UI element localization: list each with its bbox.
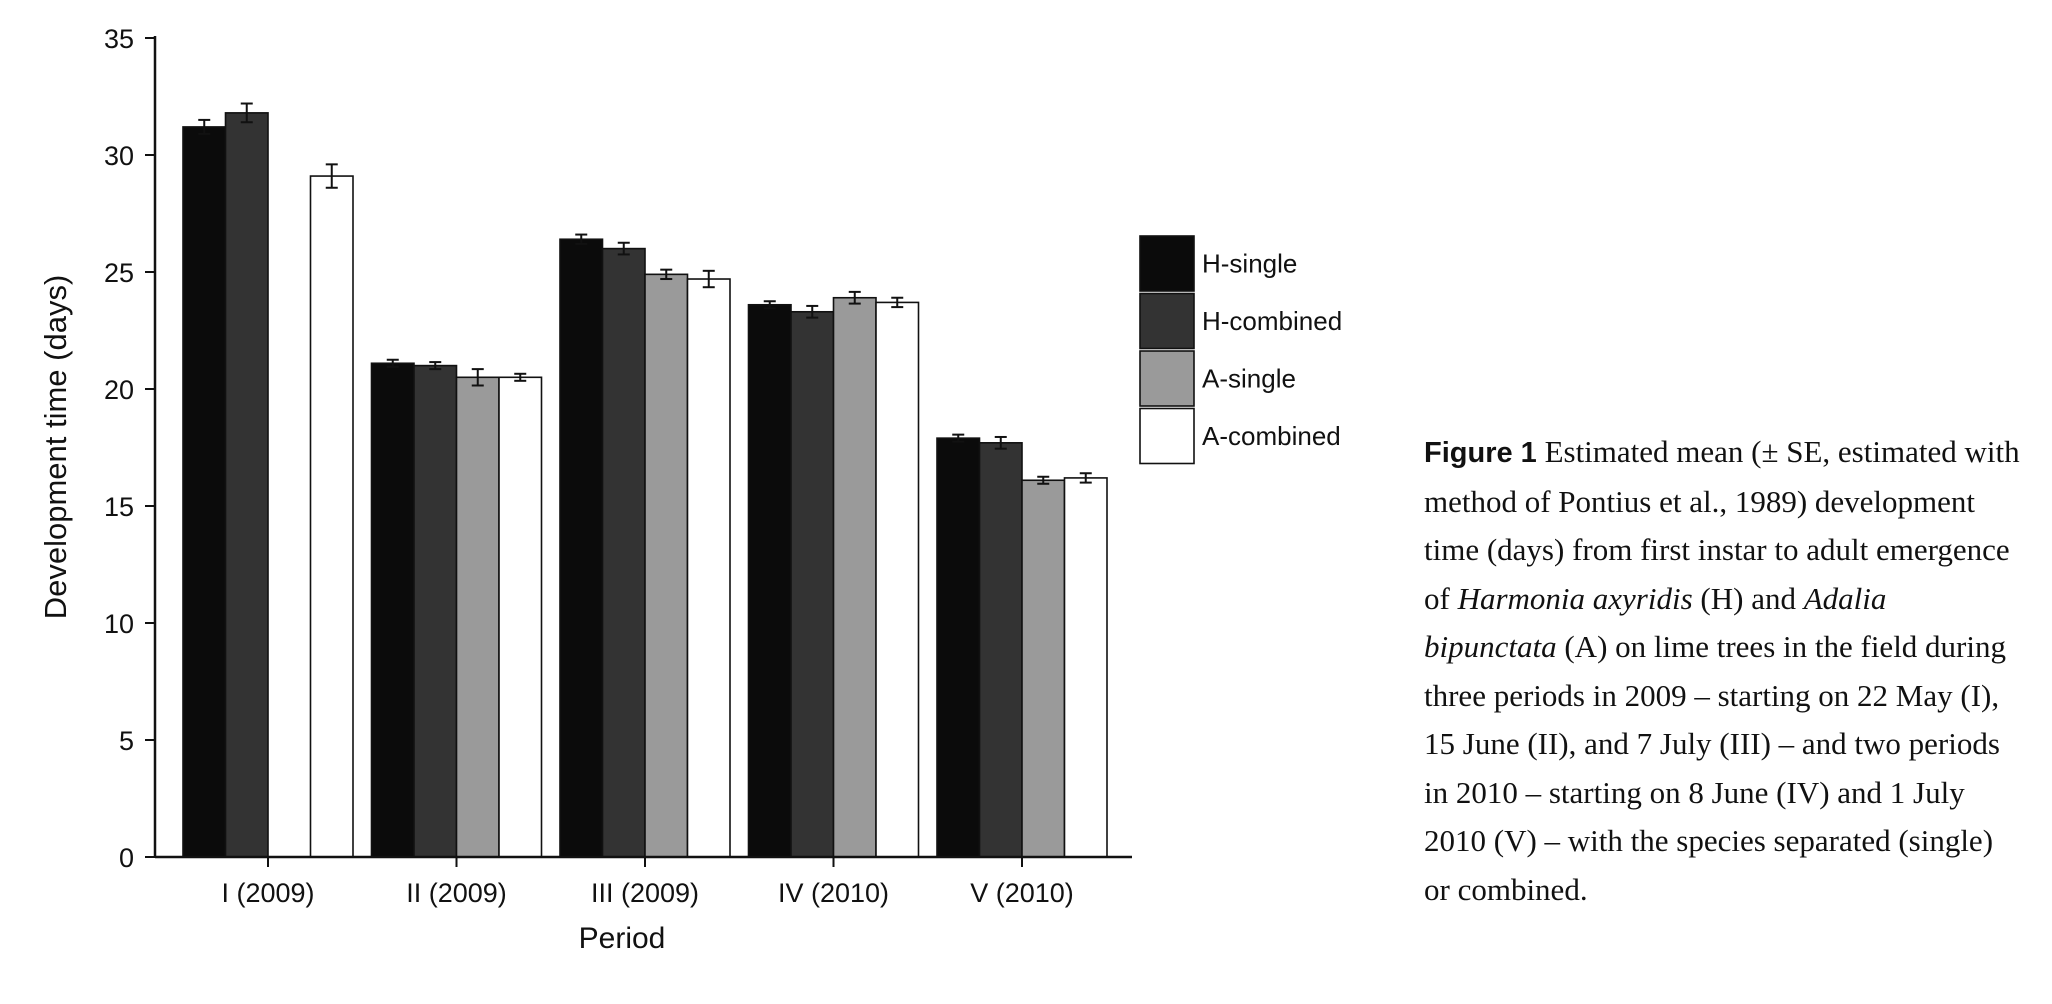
bar-a-combined-2 — [498, 376, 543, 858]
figure-label: Figure 1 — [1424, 437, 1537, 469]
caption-species-h: Harmonia axyridis — [1457, 580, 1693, 616]
y-tick-label: 35 — [104, 24, 134, 54]
bar-a-single-3 — [644, 273, 689, 858]
y-tick-label: 30 — [104, 141, 134, 171]
y-tick-label: 20 — [104, 375, 134, 405]
bar-a-combined-4 — [875, 301, 920, 858]
x-tick-label: IV (2010) — [778, 878, 889, 908]
bar-h-combined-1 — [224, 112, 269, 858]
bar-h-combined-4 — [790, 310, 835, 858]
bar-a-single-4 — [832, 296, 877, 858]
caption-species-a: Adalia bipunctata — [1424, 580, 1887, 665]
legend-label-a-single: A-single — [1202, 364, 1296, 394]
bar-a-combined-3 — [686, 278, 731, 858]
bar-h-single-1 — [182, 126, 227, 858]
y-tick-label: 10 — [104, 609, 134, 639]
y-tick-label: 25 — [104, 258, 134, 288]
legend-swatch-h-combined — [1139, 292, 1195, 350]
bar-h-single-4 — [747, 303, 792, 858]
x-tick-label: I (2009) — [221, 878, 314, 908]
bar-h-single-5 — [936, 437, 981, 858]
legend-swatch-a-single — [1139, 350, 1195, 407]
y-tick-label: 5 — [119, 726, 134, 756]
caption-text-2: (H) and — [1692, 580, 1804, 616]
figure-caption: Figure 1 Estimated mean (± SE, estimated… — [1424, 428, 2024, 914]
bar-a-combined-5 — [1063, 477, 1108, 858]
bar-h-combined-3 — [601, 247, 646, 858]
caption-text-1: Estimated mean (± SE, estimated with met… — [1424, 434, 2020, 616]
bar-a-single-5 — [1021, 479, 1066, 858]
plot-area: I (2009) II (2009) III (2009) IV (2010) V (2… — [104, 24, 1132, 908]
bar-a-single-2 — [455, 376, 500, 858]
legend-label-h-combined: H-combined — [1202, 306, 1342, 336]
legend-swatch-h-single — [1139, 235, 1195, 292]
x-tick-label: III (2009) — [591, 878, 699, 908]
y-tick-label: 0 — [119, 843, 134, 873]
legend-label-a-combined: A-combined — [1202, 421, 1341, 451]
bar-h-combined-2 — [413, 364, 458, 858]
bar-h-single-2 — [370, 362, 415, 858]
caption-text-3: (A) on lime trees in the field during th… — [1424, 629, 2006, 907]
bar-h-combined-5 — [978, 442, 1023, 858]
bar-h-single-3 — [559, 238, 604, 858]
legend-label-h-single: H-single — [1202, 249, 1297, 279]
bar-a-combined-1 — [309, 175, 354, 858]
y-tick-label: 15 — [104, 492, 134, 522]
y-axis-title: Development time (days) — [38, 275, 73, 620]
legend: H-single H-combined A-single A-combined — [1139, 235, 1342, 465]
legend-swatch-a-combined — [1139, 407, 1195, 465]
x-tick-label: II (2009) — [406, 878, 507, 908]
x-axis-title: Period — [579, 922, 666, 955]
x-tick-label: V (2010) — [970, 878, 1074, 908]
